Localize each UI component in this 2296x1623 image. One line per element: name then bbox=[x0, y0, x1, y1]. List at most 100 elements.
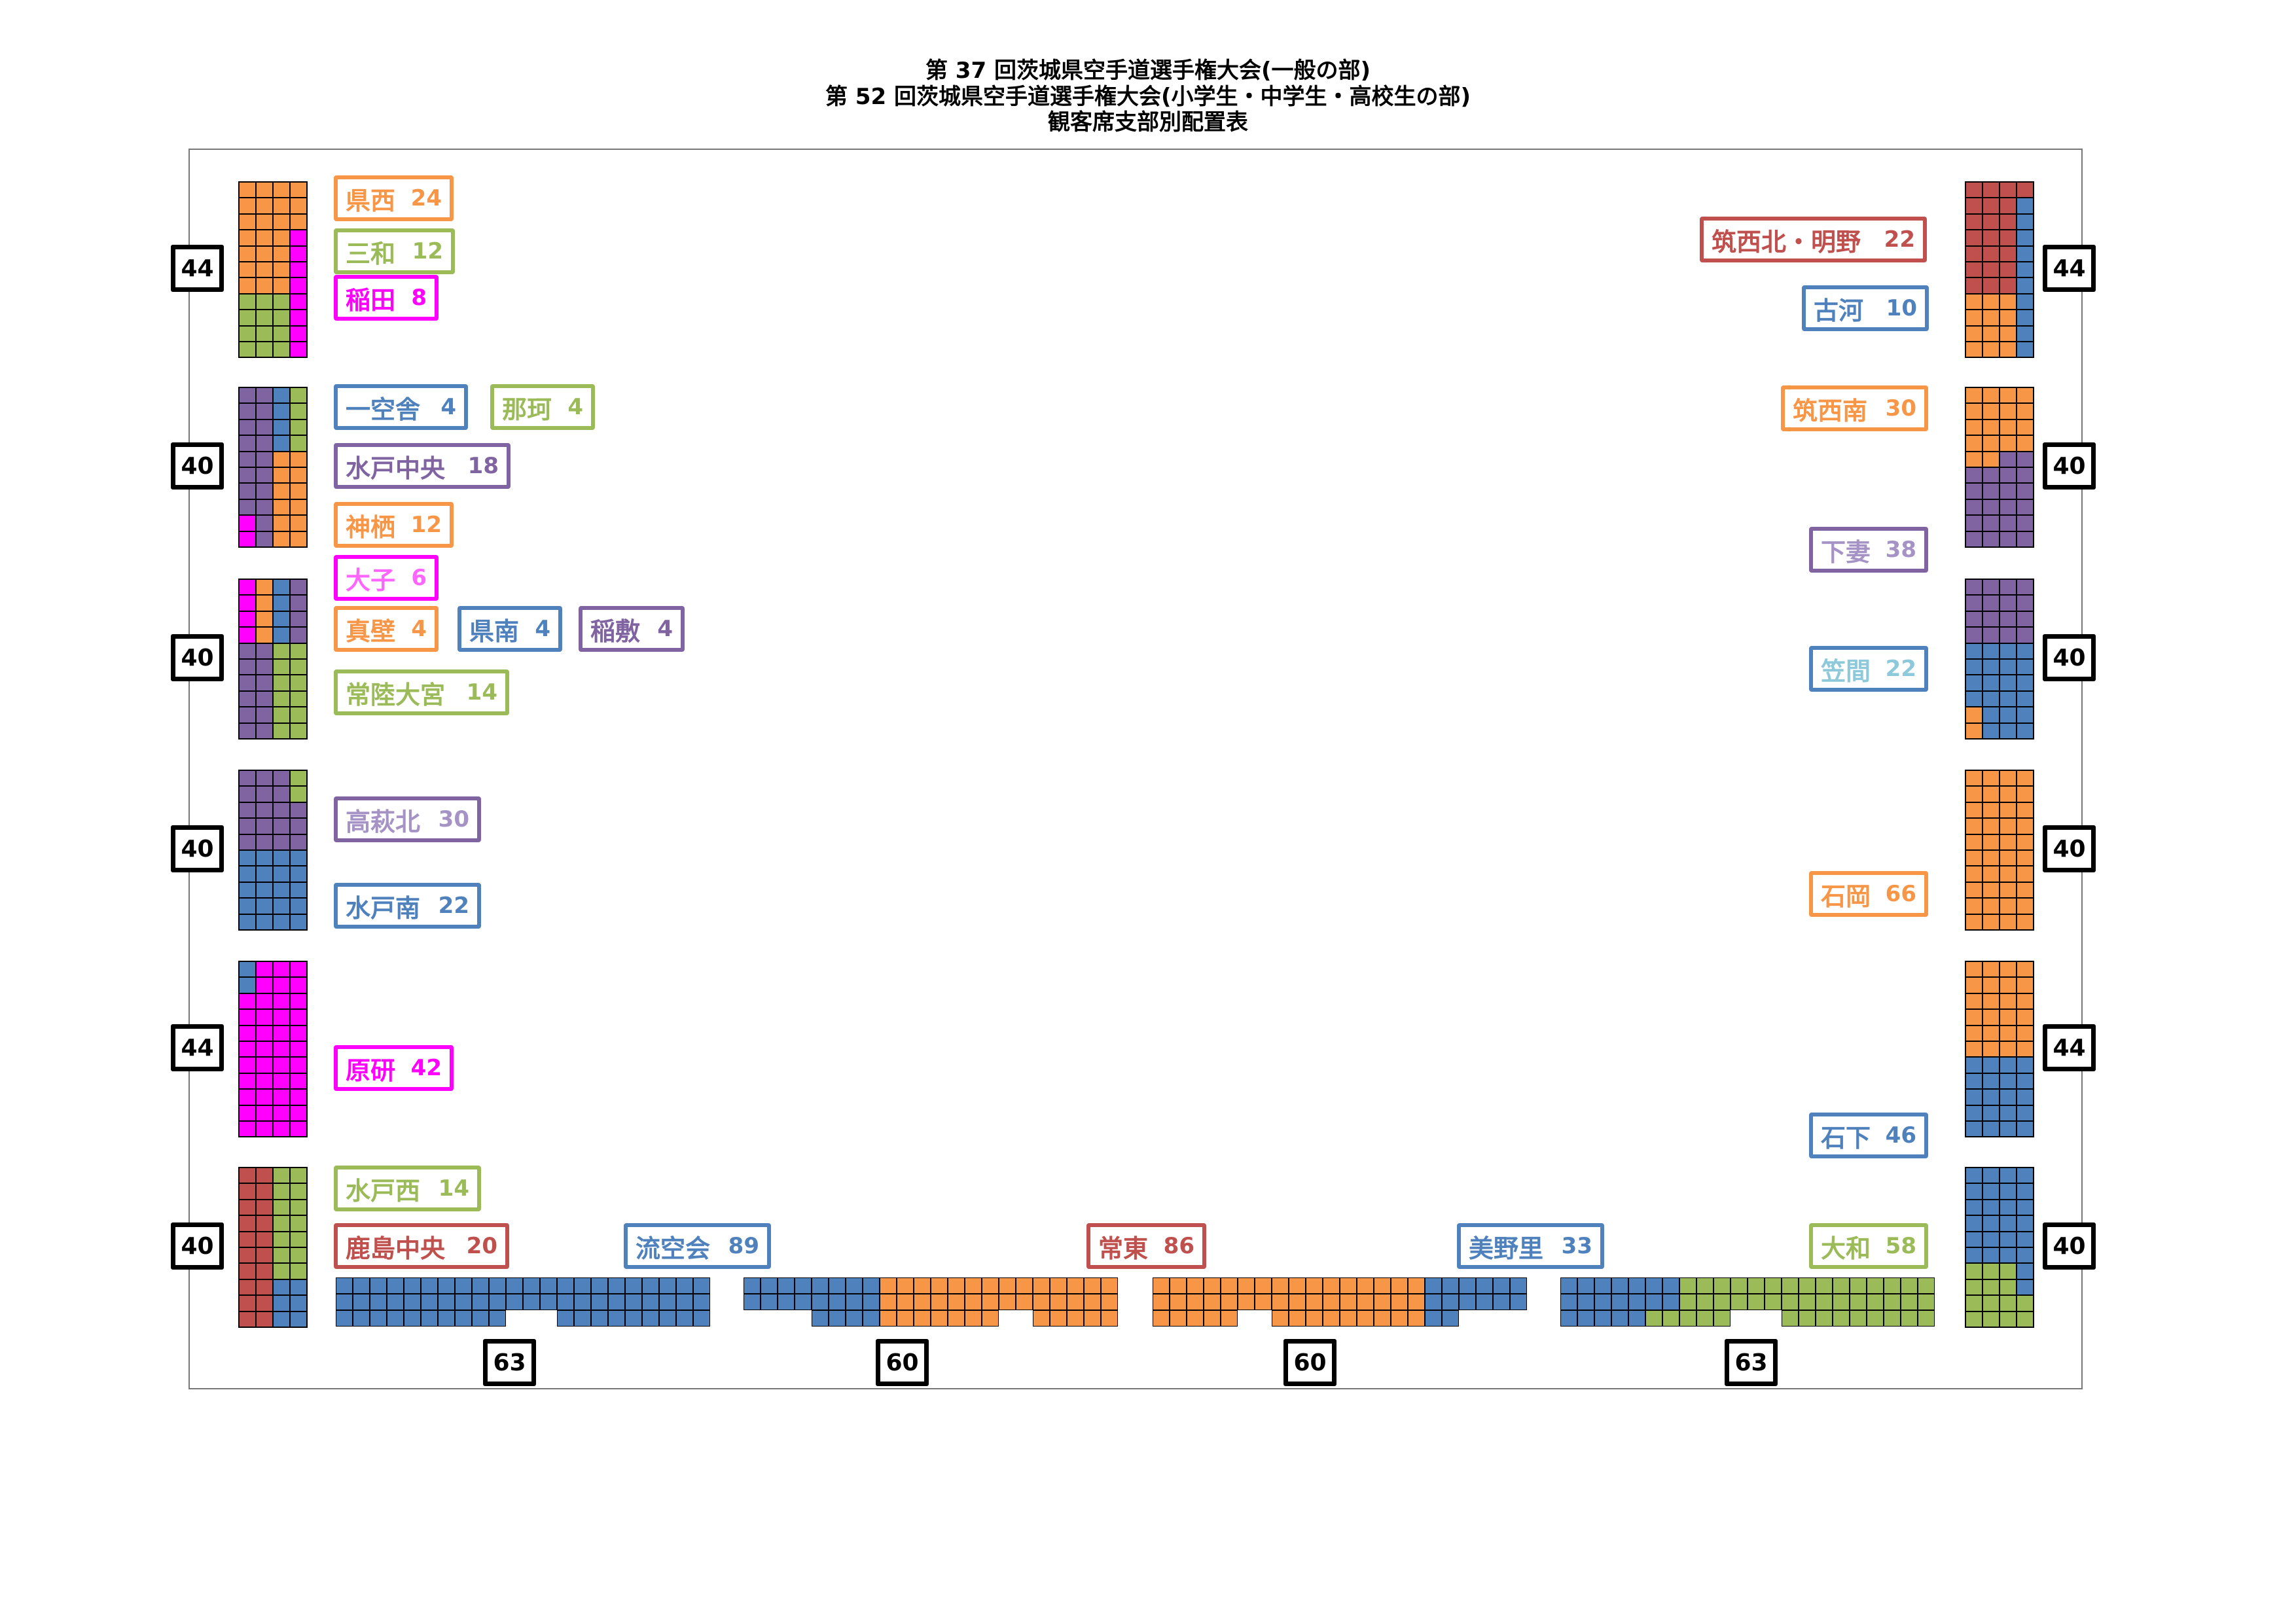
seat bbox=[1966, 230, 1982, 245]
seat bbox=[1679, 1294, 1696, 1310]
seat bbox=[829, 1277, 846, 1294]
seat bbox=[257, 183, 272, 198]
seat bbox=[274, 675, 289, 690]
seat bbox=[1850, 1294, 1867, 1310]
seat bbox=[1816, 1294, 1833, 1310]
seat bbox=[1983, 771, 1999, 786]
seat bbox=[274, 882, 289, 898]
seat bbox=[795, 1277, 812, 1294]
seat bbox=[2017, 404, 2033, 419]
seat bbox=[2000, 516, 2016, 531]
seat bbox=[240, 1090, 255, 1105]
seat bbox=[2017, 962, 2033, 977]
seat bbox=[1966, 802, 1982, 818]
seat bbox=[257, 531, 272, 546]
branch-seat-count: 30 bbox=[1885, 395, 1916, 421]
seat bbox=[965, 1310, 982, 1327]
branch-label: 鹿島中央 20 bbox=[334, 1223, 509, 1269]
seat bbox=[291, 1216, 306, 1231]
branch-label: 笠間 22 bbox=[1809, 646, 1928, 692]
seat bbox=[240, 531, 255, 546]
seat bbox=[1408, 1277, 1425, 1294]
seat bbox=[421, 1277, 438, 1294]
branch-seat-count: 4 bbox=[567, 394, 583, 420]
empty-seat bbox=[1765, 1310, 1782, 1327]
seat bbox=[2017, 834, 2033, 849]
seat bbox=[291, 643, 306, 658]
seat bbox=[240, 214, 255, 230]
seat bbox=[1966, 404, 1982, 419]
seat bbox=[1594, 1294, 1611, 1310]
seat bbox=[1983, 882, 1999, 898]
right-seat-block bbox=[1965, 961, 2034, 1138]
empty-seat bbox=[1731, 1310, 1748, 1327]
seat bbox=[1816, 1310, 1833, 1327]
seat bbox=[291, 499, 306, 515]
seat bbox=[2017, 1105, 2033, 1120]
seat bbox=[1966, 278, 1982, 293]
seat bbox=[574, 1277, 591, 1294]
seat bbox=[1966, 262, 1982, 277]
seat bbox=[1966, 1105, 1982, 1120]
seat bbox=[1289, 1277, 1306, 1294]
seat bbox=[1966, 819, 1982, 834]
seat bbox=[676, 1310, 693, 1327]
seat bbox=[455, 1277, 472, 1294]
seat bbox=[1983, 691, 1999, 707]
seat bbox=[1966, 1168, 1982, 1183]
seat bbox=[1983, 580, 1999, 595]
seat bbox=[1983, 834, 1999, 849]
seat bbox=[1983, 1168, 1999, 1183]
seat bbox=[1187, 1277, 1204, 1294]
seat bbox=[2017, 183, 2033, 198]
seat bbox=[829, 1310, 846, 1327]
branch-seat-count: 12 bbox=[410, 512, 442, 538]
seat bbox=[2017, 230, 2033, 245]
branch-label: 真壁 4 bbox=[334, 606, 439, 652]
seat bbox=[257, 1026, 272, 1041]
seat bbox=[2017, 1232, 2033, 1247]
seat bbox=[257, 675, 272, 690]
seat bbox=[2000, 1296, 2016, 1311]
seat bbox=[1510, 1294, 1527, 1310]
seat bbox=[291, 771, 306, 786]
seat bbox=[1476, 1277, 1493, 1294]
seat bbox=[1255, 1277, 1272, 1294]
branch-label: 下妻 38 bbox=[1809, 527, 1928, 573]
seat bbox=[240, 1216, 255, 1231]
seat bbox=[257, 850, 272, 866]
seat bbox=[455, 1310, 472, 1327]
seat bbox=[1983, 899, 1999, 914]
seat bbox=[240, 1058, 255, 1073]
seat bbox=[274, 962, 289, 977]
seat bbox=[257, 643, 272, 658]
seat bbox=[2017, 1264, 2033, 1279]
seat bbox=[1425, 1294, 1442, 1310]
branch-label: 常東 86 bbox=[1086, 1223, 1206, 1269]
seat bbox=[257, 1184, 272, 1199]
seat bbox=[1983, 1296, 1999, 1311]
seat bbox=[257, 978, 272, 993]
seat bbox=[2017, 1121, 2033, 1137]
seat bbox=[914, 1310, 931, 1327]
seat bbox=[1340, 1294, 1357, 1310]
seat bbox=[880, 1277, 897, 1294]
seat bbox=[2000, 404, 2016, 419]
seat bbox=[2017, 723, 2033, 738]
seat bbox=[1983, 1247, 1999, 1263]
bottom-seat-count: 63 bbox=[1725, 1339, 1778, 1386]
left-seat-block bbox=[238, 770, 308, 931]
seat bbox=[574, 1310, 591, 1327]
seat bbox=[240, 1200, 255, 1215]
seat bbox=[257, 1058, 272, 1073]
seat bbox=[2000, 1073, 2016, 1089]
seat bbox=[257, 419, 272, 435]
seat bbox=[2017, 1026, 2033, 1041]
seat bbox=[257, 310, 272, 325]
seat bbox=[274, 198, 289, 213]
seat bbox=[291, 294, 306, 310]
seat bbox=[1966, 1264, 1982, 1279]
seat bbox=[257, 388, 272, 403]
seat bbox=[370, 1277, 387, 1294]
seat bbox=[257, 1010, 272, 1025]
